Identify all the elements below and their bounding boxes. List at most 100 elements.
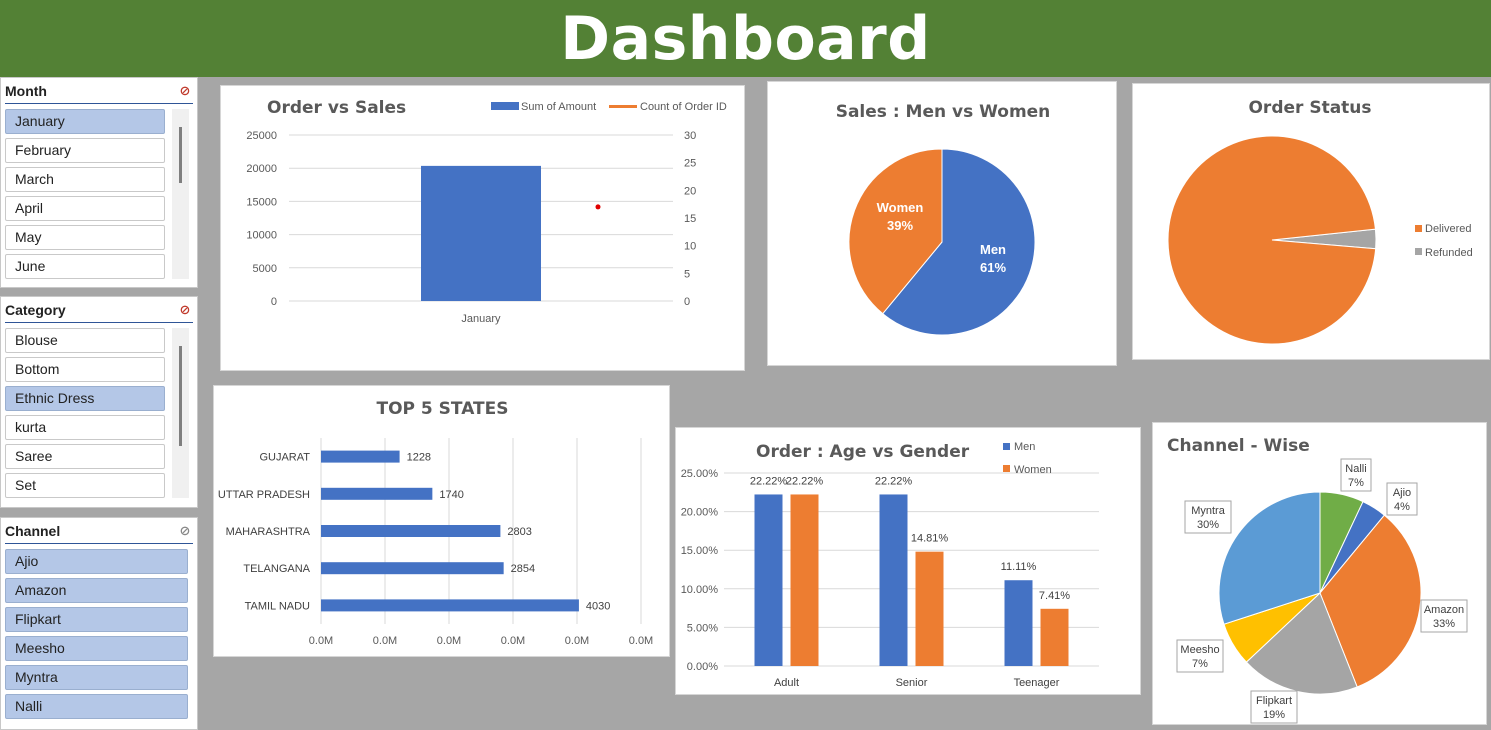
slice-value: 33% bbox=[1433, 618, 1455, 630]
y-tick-label: 20000 bbox=[246, 163, 277, 175]
channel-slicer-header: Channel ⊘ bbox=[5, 518, 193, 544]
legend-label: Count of Order ID bbox=[640, 101, 727, 113]
category-label: TELANGANA bbox=[243, 563, 310, 575]
bar-men-adult bbox=[754, 494, 783, 666]
y-tick-label: 5.00% bbox=[687, 622, 718, 634]
month-slicer-item[interactable]: February bbox=[5, 138, 165, 163]
data-label: 14.81% bbox=[911, 533, 949, 545]
channel-slicer-item[interactable]: Flipkart bbox=[5, 607, 188, 632]
order-vs-sales-chart: 0 5000 10000 15000 20000 25000 0 5 10 15 20 25 30 Jan… bbox=[246, 101, 727, 325]
data-label: 1228 bbox=[407, 452, 431, 464]
age-gender-chart: 0.00% 5.00% 10.00% 15.00% 20.00% 25.00% Adult 2… bbox=[681, 441, 1099, 689]
bar-men-senior bbox=[879, 494, 908, 666]
data-label: 22.22% bbox=[750, 475, 788, 487]
category-scrollbar[interactable] bbox=[172, 328, 189, 498]
channel-slicer-item[interactable]: Ajio bbox=[5, 549, 188, 574]
x-tick-label: 0.0M bbox=[309, 635, 333, 647]
channel-slicer-item[interactable]: Amazon bbox=[5, 578, 188, 603]
category-slicer-item[interactable]: kurta bbox=[5, 415, 165, 440]
slice-value: 4% bbox=[1394, 501, 1410, 513]
data-callout bbox=[1184, 500, 1232, 534]
channel-slicer-item[interactable]: Nalli bbox=[5, 694, 188, 719]
month-slicer: Month ⊘ January February March April May June bbox=[0, 77, 198, 288]
category-slicer-item[interactable]: Blouse bbox=[5, 328, 165, 353]
sales-gender-chart: Men 61% Women 39% bbox=[848, 148, 1036, 336]
chart-title: Channel - Wise bbox=[1167, 436, 1310, 456]
top-states-chart: 0.0M 0.0M 0.0M 0.0M 0.0M 0.0M GUJARAT 1228 UTTAR… bbox=[218, 438, 653, 647]
month-slicer-item[interactable]: April bbox=[5, 196, 165, 221]
slice-value: 30% bbox=[1197, 519, 1219, 531]
data-callout bbox=[1420, 599, 1468, 633]
category-slicer-item[interactable]: Saree bbox=[5, 444, 165, 469]
x-tick-label: Adult bbox=[774, 677, 799, 689]
x-tick-label: January bbox=[461, 313, 501, 325]
channel-slicer-item[interactable]: Myntra bbox=[5, 665, 188, 690]
y-tick-label: 0 bbox=[271, 296, 277, 308]
bar-men-teenager bbox=[1004, 580, 1033, 666]
legend-label: Refunded bbox=[1425, 247, 1473, 259]
month-slicer-item[interactable]: March bbox=[5, 167, 165, 192]
chart-title: TOP 5 STATES bbox=[376, 399, 509, 419]
category-slicer-title: Category bbox=[5, 301, 66, 318]
legend-swatch-women bbox=[1003, 465, 1010, 472]
filter-clear-icon[interactable]: ⊘ bbox=[179, 522, 191, 538]
filter-clear-icon[interactable]: ⊘ bbox=[179, 301, 191, 317]
category-slicer-header: Category ⊘ bbox=[5, 297, 193, 323]
pie-slice-amazon bbox=[1319, 514, 1422, 688]
bar-maharashtra bbox=[321, 525, 501, 537]
y-tick-label: 0.00% bbox=[687, 661, 718, 673]
page-title: Dashboard bbox=[560, 3, 931, 74]
slice-label: Meesho bbox=[1180, 644, 1219, 656]
x-tick-label: 0.0M bbox=[437, 635, 461, 647]
x-tick-label: 0.0M bbox=[373, 635, 397, 647]
slice-value: 7% bbox=[1348, 477, 1364, 489]
category-slicer-item[interactable]: Ethnic Dress bbox=[5, 386, 165, 411]
y-tick-label: 10.00% bbox=[681, 584, 719, 596]
category-slicer-item[interactable]: Bottom bbox=[5, 357, 165, 382]
pie-slice-women bbox=[848, 148, 943, 315]
slice-value: 39% bbox=[887, 218, 913, 233]
age-gender-panel: Order : Age vs Gender 0.00% 5.00% 10.00% 15… bbox=[675, 427, 1141, 695]
month-scroll-thumb[interactable] bbox=[179, 127, 182, 183]
x-tick-label: Teenager bbox=[1014, 677, 1060, 689]
slice-value: 61% bbox=[980, 260, 1006, 275]
chart-title: Order vs Sales bbox=[267, 98, 407, 118]
y2-tick-label: 25 bbox=[684, 158, 696, 170]
legend-label: Sum of Amount bbox=[521, 101, 596, 113]
month-slicer-item[interactable]: June bbox=[5, 254, 165, 279]
dashboard-header: Dashboard bbox=[0, 0, 1491, 77]
month-slicer-item[interactable]: May bbox=[5, 225, 165, 250]
channel-slicer-item[interactable]: Meesho bbox=[5, 636, 188, 661]
category-slicer-item[interactable]: Set bbox=[5, 473, 165, 498]
slice-label: Women bbox=[877, 200, 924, 215]
slice-label: Men bbox=[980, 242, 1006, 257]
channel-slicer-title: Channel bbox=[5, 522, 61, 539]
category-slicer: Category ⊘ Blouse Bottom Ethnic Dress kurta… bbox=[0, 296, 198, 508]
filter-clear-icon[interactable]: ⊘ bbox=[179, 82, 191, 98]
slice-label: Myntra bbox=[1191, 505, 1226, 517]
pie-slice-myntra bbox=[1218, 491, 1321, 625]
data-label: 22.22% bbox=[875, 475, 913, 487]
order-status-panel: Order Status Delivered Refunded bbox=[1132, 83, 1490, 360]
data-callout bbox=[1176, 639, 1224, 673]
category-scroll-thumb[interactable] bbox=[179, 346, 182, 446]
y2-tick-label: 5 bbox=[684, 268, 690, 280]
data-callout bbox=[1250, 690, 1298, 724]
pie-slice-men bbox=[882, 148, 1036, 336]
bar-women-teenager bbox=[1040, 608, 1069, 666]
month-slicer-item[interactable]: January bbox=[5, 109, 165, 134]
data-label: 11.11% bbox=[1001, 561, 1037, 573]
data-label: 4030 bbox=[586, 600, 610, 612]
legend-label: Women bbox=[1014, 464, 1052, 476]
month-slicer-title: Month bbox=[5, 82, 47, 99]
order-status-chart: Delivered Refunded bbox=[1167, 135, 1473, 345]
month-scrollbar[interactable] bbox=[172, 109, 189, 279]
y-tick-label: 20.00% bbox=[681, 507, 719, 519]
slice-label: Amazon bbox=[1424, 604, 1464, 616]
slice-label: Flipkart bbox=[1256, 695, 1292, 707]
y-tick-label: 5000 bbox=[253, 263, 277, 275]
pie-slice-delivered bbox=[1167, 135, 1377, 345]
legend-label: Men bbox=[1014, 441, 1035, 453]
y-tick-label: 10000 bbox=[246, 230, 277, 242]
channel-wise-chart: Nalli 7% Ajio 4% Amazon 33% Flipkart 19% Meesho 7… bbox=[1176, 458, 1468, 724]
